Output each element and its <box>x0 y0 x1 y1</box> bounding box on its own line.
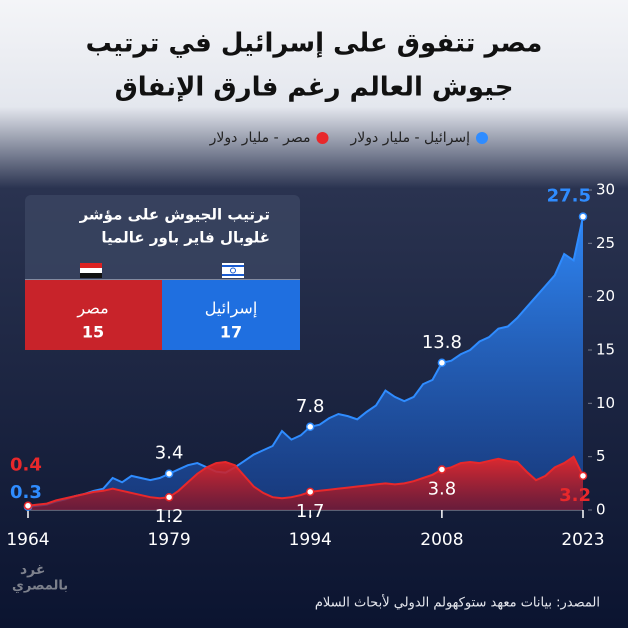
flag-egypt <box>80 263 102 278</box>
point <box>578 212 588 221</box>
line <box>27 455 584 507</box>
legend-label: إسرائيل - مليار دولار <box>350 130 471 146</box>
y-tick-label: 0 <box>596 501 606 519</box>
x-tick-label: 1979 <box>147 530 190 550</box>
point <box>437 465 447 474</box>
legend-marker <box>476 132 488 144</box>
inset-title: غلوبال فاير باور عالميا <box>101 229 270 247</box>
x-tick-label: 2008 <box>420 530 463 550</box>
inset-cell <box>25 280 162 350</box>
x-tick-label: 1994 <box>289 530 332 550</box>
inset-value: 17 <box>220 323 242 342</box>
y-tick-label: 10 <box>596 394 615 412</box>
watermark: غرد <box>20 562 45 578</box>
data-label: 1.7 <box>296 501 325 522</box>
area <box>28 216 583 510</box>
point <box>164 492 174 502</box>
data-label: 13.8 <box>422 332 462 353</box>
point <box>305 487 315 497</box>
title-line: مصر تتفوق على إسرائيل في ترتيب <box>86 29 543 59</box>
point <box>578 471 588 481</box>
y-tick-label: 15 <box>596 341 615 359</box>
data-label: 3.8 <box>428 478 457 499</box>
inset: ترتيب الجيوش على مؤشر غلوبال فاير باور ع… <box>25 195 300 350</box>
inset-label: مصر <box>76 299 108 319</box>
point <box>437 358 447 368</box>
y-tick-label: 5 <box>596 447 606 465</box>
inset-value: 15 <box>82 323 104 342</box>
y-tick-label: 25 <box>596 234 615 252</box>
y-tick-label: 20 <box>596 287 615 305</box>
data-label: 0.4 <box>10 455 42 476</box>
point <box>305 422 315 432</box>
inset-label: إسرائيل <box>205 299 258 319</box>
data-label: 3.2 <box>559 485 591 506</box>
flag-israel <box>222 263 244 278</box>
x-tick-label: 2023 <box>561 530 604 550</box>
x-tick-label: 1964 <box>6 530 49 550</box>
watermark: بالمصري <box>12 579 68 594</box>
data-label: 0.3 <box>10 482 42 503</box>
title-line: جيوش العالم رغم فارق الإنفاق <box>115 73 514 103</box>
legend-label: مصر - مليار دولار <box>209 130 311 146</box>
line <box>27 216 584 508</box>
data-label: 3.4 <box>155 443 184 464</box>
y-tick-label: 30 <box>596 181 615 199</box>
legend-marker <box>316 132 329 144</box>
data-label: 7.8 <box>296 396 325 417</box>
data-label: 1.2 <box>155 506 184 527</box>
point <box>23 501 33 510</box>
point <box>164 469 174 478</box>
inset-title: ترتيب الجيوش على مؤشر <box>79 206 270 224</box>
source: المصدر: بيانات معهد ستوكهولم الدولي لأبح… <box>315 594 600 611</box>
inset-cell <box>162 280 300 350</box>
data-label: 27.5 <box>547 186 591 207</box>
